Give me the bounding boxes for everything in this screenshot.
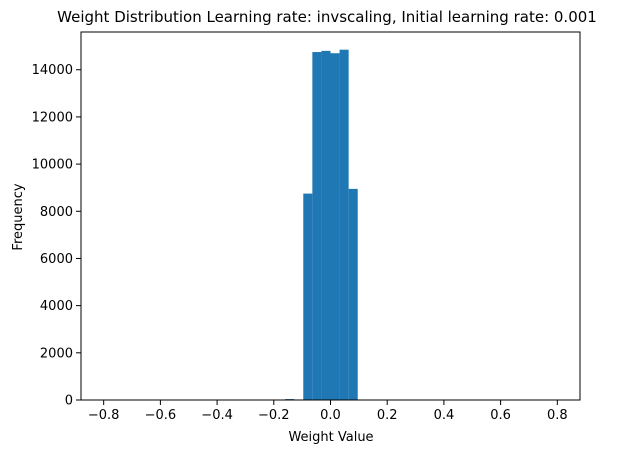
- x-tick-label: 0.0: [320, 408, 341, 423]
- bars-group: [103, 49, 558, 401]
- y-tick-label: 14000: [32, 63, 73, 78]
- histogram-bar: [330, 53, 340, 400]
- x-axis-ticks: −0.8 −0.6 −0.4 −0.2 0.0 0.2 0.4 0.6 0.8: [88, 400, 568, 423]
- x-tick-label: 0.6: [490, 408, 511, 423]
- x-tick-label: −0.2: [258, 408, 290, 423]
- y-axis-label: Frequency: [11, 183, 26, 250]
- y-tick-label: 0: [65, 394, 73, 409]
- y-tick-label: 4000: [40, 299, 73, 314]
- histogram-bar: [312, 52, 322, 401]
- histogram-bar: [303, 193, 313, 400]
- x-tick-label: −0.6: [145, 408, 177, 423]
- chart-title: Weight Distribution Learning rate: invsc…: [57, 8, 597, 26]
- x-tick-label: −0.4: [201, 408, 233, 423]
- y-tick-label: 2000: [40, 346, 73, 361]
- y-axis-ticks: 0 2000 4000 6000 8000 10000 12000 14000: [32, 63, 81, 409]
- y-tick-label: 12000: [32, 110, 73, 125]
- histogram-bar: [348, 188, 358, 400]
- y-tick-label: 10000: [32, 158, 73, 173]
- x-tick-label: 0.8: [547, 408, 568, 423]
- x-axis-label: Weight Value: [288, 430, 373, 445]
- x-tick-label: −0.8: [88, 408, 120, 423]
- histogram-bar: [321, 50, 331, 400]
- x-tick-label: 0.2: [377, 408, 398, 423]
- x-tick-label: 0.4: [434, 408, 455, 423]
- y-tick-label: 6000: [40, 252, 73, 267]
- histogram-bar: [339, 49, 349, 400]
- y-tick-label: 8000: [40, 205, 73, 220]
